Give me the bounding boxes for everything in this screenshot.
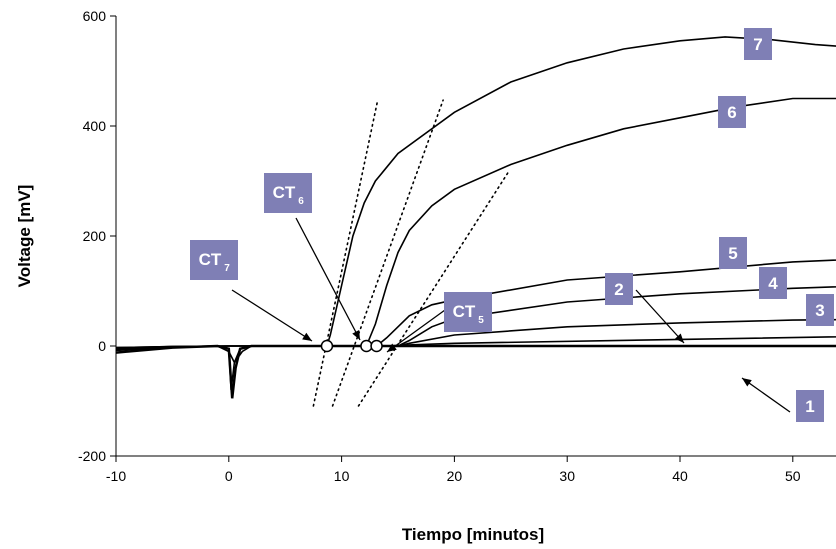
x-tick-label: 50 [785,468,801,484]
x-tick-label: 30 [559,468,575,484]
ct-subscript: 7 [224,263,230,274]
label-box [744,28,772,60]
series-label: 7 [753,35,762,54]
ct-arrow-head [352,330,360,340]
ct-label: CT [453,302,476,321]
series-label: 1 [805,397,814,416]
y-tick-label: -200 [78,448,106,464]
ct-box [190,240,238,280]
ct-label: CT [199,250,222,269]
ct-label: CT [273,183,296,202]
label-arrow [741,377,791,413]
series-label: 6 [727,103,736,122]
x-tick-label: 40 [672,468,688,484]
series-label: 3 [815,301,824,320]
ct-arrow [231,289,313,342]
y-tick-label: 0 [98,338,106,354]
series-label: 5 [728,244,737,263]
series-label: 4 [768,274,778,293]
tangent-line [312,99,379,407]
tangent-line [331,99,444,407]
label-box [605,273,633,305]
label-box [719,237,747,269]
label-box [806,294,834,326]
label-box [759,267,787,299]
label-box [796,390,824,422]
tangent-line [357,169,511,407]
series-label: 2 [614,280,623,299]
ct-subscript: 5 [478,315,484,326]
x-tick-label: 10 [334,468,350,484]
label-arrow-head [742,378,752,387]
ct-point [360,339,373,353]
ct-box [264,173,312,213]
ct-box [444,292,492,332]
ct-point [320,339,334,353]
ct-arrow [295,217,361,341]
label-box [718,96,746,128]
ct-arrow-head [387,343,397,352]
x-tick-label: 0 [225,468,233,484]
series-line [116,344,836,399]
x-axis-title: Tiempo [minutos] [402,525,544,544]
series-line [116,336,836,391]
y-axis-title: Voltage [mV] [15,185,34,288]
y-tick-label: 200 [83,228,107,244]
ct-arrow-head [302,332,312,341]
ct-subscript: 6 [298,196,304,207]
x-tick-label: 20 [447,468,463,484]
label-arrow [635,289,685,344]
y-tick-label: 400 [83,118,107,134]
ct-arrow [386,309,446,353]
x-tick-label: -10 [106,468,126,484]
ct-point [370,339,383,353]
plot-area [116,36,836,407]
label-arrow-head [674,333,684,343]
y-tick-label: 600 [83,8,107,24]
